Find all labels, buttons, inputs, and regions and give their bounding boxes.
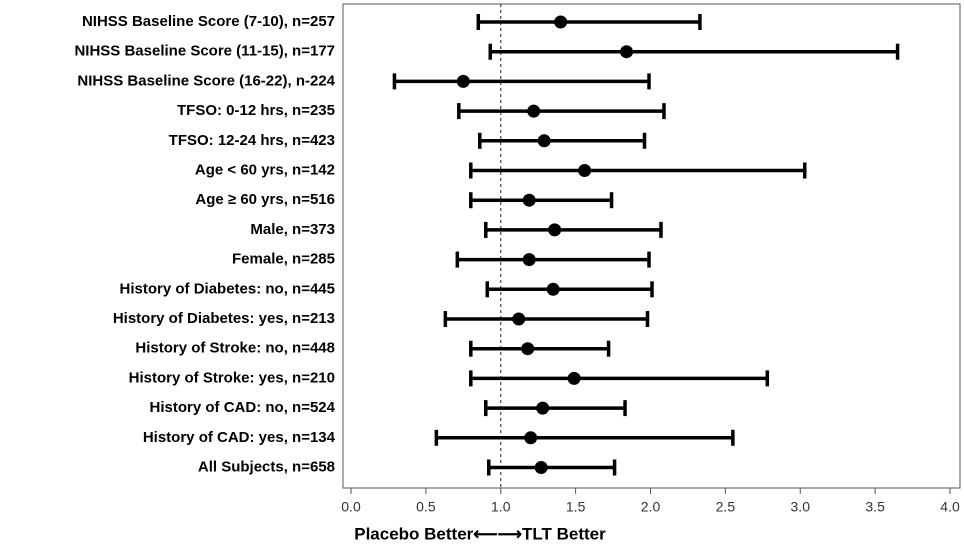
row-label: Age ≥ 60 yrs, n=516 xyxy=(195,191,335,208)
x-tick-label: 0.0 xyxy=(341,499,361,515)
point-estimate xyxy=(456,74,470,88)
point-estimate xyxy=(524,431,538,445)
point-estimate xyxy=(534,461,548,474)
point-estimate xyxy=(620,45,634,59)
row-label: History of Stroke: no, n=448 xyxy=(135,340,335,357)
row-label: History of Diabetes: no, n=445 xyxy=(120,280,335,297)
point-estimate xyxy=(537,134,551,148)
x-tick-label: 3.0 xyxy=(791,499,811,515)
point-estimate xyxy=(548,223,562,237)
point-estimate xyxy=(567,371,581,385)
row-label: Male, n=373 xyxy=(250,221,335,238)
point-estimate xyxy=(522,193,536,207)
point-estimate xyxy=(578,164,592,177)
point-estimate xyxy=(554,15,568,29)
row-label: TFSO: 12-24 hrs, n=423 xyxy=(169,132,335,149)
row-label: History of CAD: no, n=524 xyxy=(150,399,336,416)
x-axis-label: Placebo Better⟵⟶TLT Better xyxy=(354,524,606,543)
x-tick-label: 1.0 xyxy=(491,499,511,515)
row-label: All Subjects, n=658 xyxy=(198,458,335,475)
row-label: History of CAD: yes, n=134 xyxy=(143,429,336,446)
x-tick-label: 2.0 xyxy=(641,499,661,515)
point-estimate xyxy=(521,342,535,356)
row-label: NIHSS Baseline Score (11-15), n=177 xyxy=(74,43,335,60)
row-label: Age < 60 yrs, n=142 xyxy=(195,161,335,178)
point-estimate xyxy=(546,282,560,296)
row-label: History of Diabetes: yes, n=213 xyxy=(113,310,335,327)
x-tick-label: 2.5 xyxy=(716,499,736,515)
point-estimate xyxy=(522,253,536,267)
row-label: TFSO: 0-12 hrs, n=235 xyxy=(177,102,335,119)
x-tick-label: 0.5 xyxy=(416,499,436,515)
x-tick-label: 1.5 xyxy=(566,499,586,515)
row-label: NIHSS Baseline Score (7-10), n=257 xyxy=(82,13,335,30)
x-tick-label: 4.0 xyxy=(940,499,960,515)
plot-frame xyxy=(342,3,961,489)
x-tick-label: 3.5 xyxy=(865,499,885,515)
row-label: Female, n=285 xyxy=(232,251,335,268)
point-estimate xyxy=(527,104,541,118)
row-label: NIHSS Baseline Score (16-22), n-224 xyxy=(77,72,335,89)
row-label: History of Stroke: yes, n=210 xyxy=(129,369,335,386)
point-estimate xyxy=(512,312,526,326)
point-estimate xyxy=(536,401,550,415)
